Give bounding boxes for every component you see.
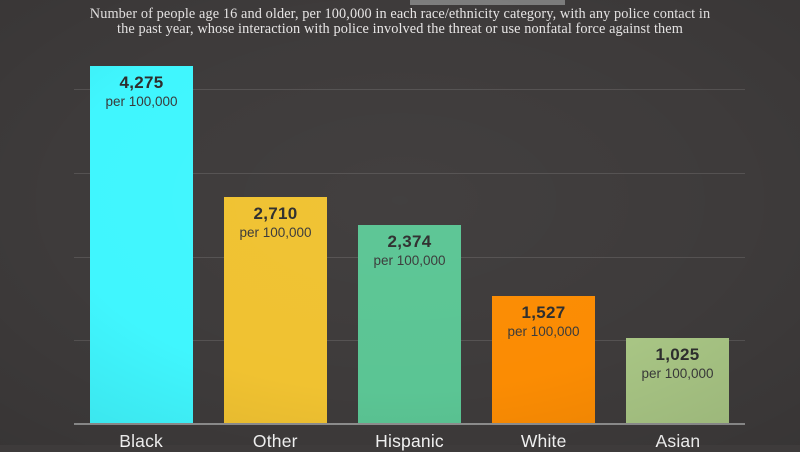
bar-value-suffix: per 100,000: [641, 366, 714, 381]
bar-value-label: 1,025: [655, 345, 700, 364]
bar-white: 1,527 per 100,000: [492, 296, 595, 424]
bar-value-suffix: per 100,000: [105, 94, 178, 109]
category-label-other: Other: [252, 431, 298, 451]
x-axis-baseline: [74, 423, 745, 425]
bar-hispanic: 2,374 per 100,000: [358, 225, 461, 424]
bar-value-label: 1,527: [521, 303, 566, 322]
category-label-black: Black: [119, 431, 163, 451]
gridline: [74, 173, 745, 174]
bar-value-label: 2,374: [387, 232, 432, 251]
chart-title-line-1: Number of people age 16 and older, per 1…: [89, 6, 711, 22]
chart-title: Number of people age 16 and older, per 1…: [0, 6, 800, 38]
chart-title-line-2: the past year, whose interaction with po…: [117, 21, 683, 38]
bar-value-suffix: per 100,000: [373, 253, 446, 268]
bar-chart: 4,275 per 100,000 Black 2,710 per 100,000 Oth…: [74, 0, 745, 451]
top-strip: [410, 0, 565, 5]
category-label-hispanic: Hispanic: [375, 431, 444, 451]
category-label-asian: Asian: [655, 431, 701, 451]
bar-black: 4,275 per 100,000: [90, 66, 193, 424]
bar-other: 2,710 per 100,000: [224, 197, 327, 424]
bar-value-label: 4,275: [119, 73, 164, 92]
category-label-white: White: [520, 431, 567, 451]
bar-value-suffix: per 100,000: [239, 225, 312, 240]
bar-asian: 1,025 per 100,000: [626, 338, 729, 424]
gridline: [74, 89, 745, 90]
bar-value-label: 2,710: [253, 204, 298, 223]
bar-value-suffix: per 100,000: [507, 324, 580, 339]
